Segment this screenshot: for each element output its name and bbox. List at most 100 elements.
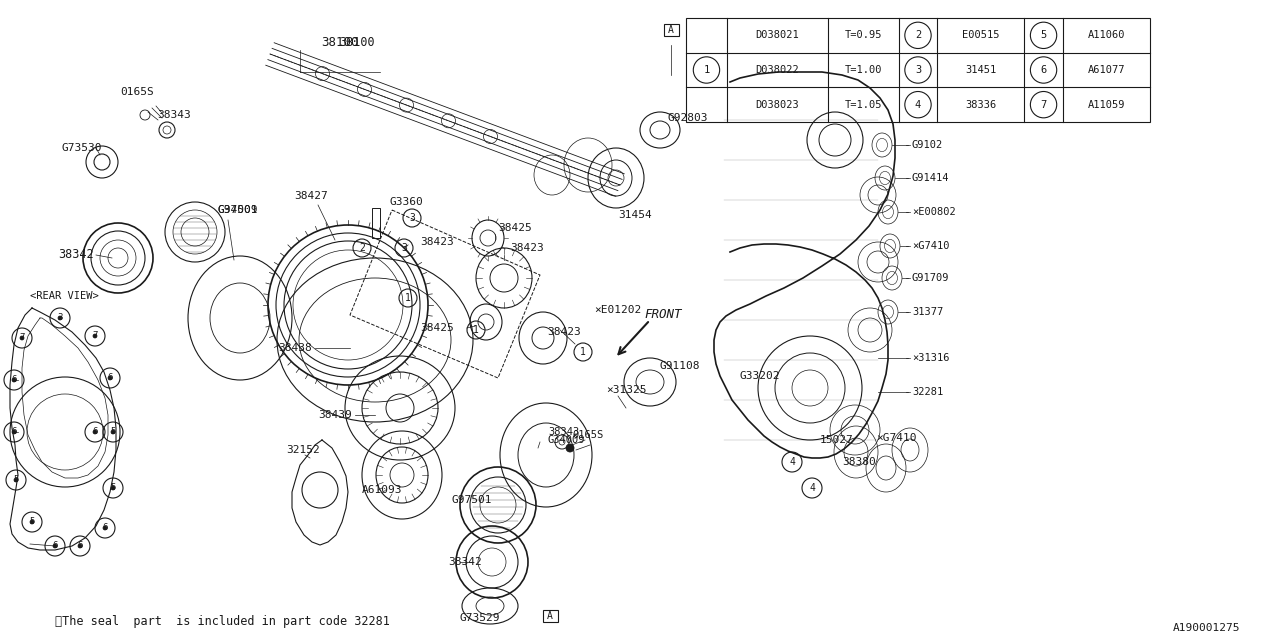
Text: 4: 4 <box>809 483 815 493</box>
Text: G9102: G9102 <box>911 140 943 150</box>
Circle shape <box>566 444 573 452</box>
Text: G91709: G91709 <box>911 273 950 283</box>
Text: A61077: A61077 <box>1088 65 1125 75</box>
Text: 38100: 38100 <box>321 35 358 49</box>
Circle shape <box>78 544 82 548</box>
Text: T=1.05: T=1.05 <box>845 100 882 109</box>
Bar <box>543 610 558 622</box>
Text: G73529: G73529 <box>460 613 500 623</box>
Text: 1: 1 <box>404 293 411 303</box>
Text: 31451: 31451 <box>965 65 996 75</box>
Circle shape <box>20 336 24 340</box>
Text: 38336: 38336 <box>965 100 996 109</box>
Text: 7: 7 <box>19 333 24 342</box>
Bar <box>372 208 380 238</box>
Text: 38343: 38343 <box>157 110 191 120</box>
Text: 3: 3 <box>58 314 63 323</box>
Text: G33202: G33202 <box>740 371 781 381</box>
Bar <box>686 18 1149 122</box>
Circle shape <box>93 334 97 338</box>
Text: 6: 6 <box>77 541 83 550</box>
Text: A11060: A11060 <box>1088 30 1125 40</box>
Text: 38427: 38427 <box>294 191 328 201</box>
Text: <REAR VIEW>: <REAR VIEW> <box>29 291 99 301</box>
Text: 4: 4 <box>915 100 922 109</box>
Text: 5: 5 <box>1041 30 1047 40</box>
Text: A11059: A11059 <box>1088 100 1125 109</box>
Text: G91414: G91414 <box>911 173 950 183</box>
Text: ×E00802: ×E00802 <box>911 207 956 217</box>
Bar <box>663 24 678 36</box>
Text: 3: 3 <box>410 213 415 223</box>
Text: 5: 5 <box>110 483 115 493</box>
Text: G97501: G97501 <box>452 495 493 505</box>
Text: 38423: 38423 <box>509 243 544 253</box>
Text: ×E01202: ×E01202 <box>594 305 641 315</box>
Text: 6: 6 <box>52 541 58 550</box>
Circle shape <box>93 430 97 434</box>
Text: 2: 2 <box>915 30 922 40</box>
Text: 31454: 31454 <box>618 210 652 220</box>
Text: 38423: 38423 <box>420 237 453 247</box>
Text: A: A <box>547 611 553 621</box>
Circle shape <box>102 526 108 530</box>
Circle shape <box>29 520 35 524</box>
Text: 3: 3 <box>915 65 922 75</box>
Text: ×31316: ×31316 <box>911 353 950 363</box>
Text: G97501: G97501 <box>218 205 257 215</box>
Text: 32152: 32152 <box>285 445 320 455</box>
Text: 38100: 38100 <box>339 35 375 49</box>
Text: G73530: G73530 <box>61 143 102 153</box>
Text: 5: 5 <box>29 518 35 527</box>
Text: D038023: D038023 <box>755 100 799 109</box>
Text: 1: 1 <box>703 65 709 75</box>
Text: G91108: G91108 <box>660 361 700 371</box>
Circle shape <box>12 378 15 382</box>
Text: A61093: A61093 <box>362 485 402 495</box>
Text: 6: 6 <box>12 376 17 385</box>
Text: A190001275: A190001275 <box>1172 623 1240 633</box>
Text: FRONT: FRONT <box>644 308 681 321</box>
Text: 15027: 15027 <box>820 435 854 445</box>
Text: 7: 7 <box>1041 100 1047 109</box>
Text: 31377: 31377 <box>911 307 943 317</box>
Text: 6: 6 <box>92 428 97 436</box>
Text: ×G7410: ×G7410 <box>876 433 916 443</box>
Text: 38439: 38439 <box>317 410 352 420</box>
Circle shape <box>12 430 15 434</box>
Text: 5: 5 <box>13 476 19 484</box>
Text: 0165S: 0165S <box>120 87 154 97</box>
Text: 6: 6 <box>108 374 113 383</box>
Text: A: A <box>668 25 675 35</box>
Text: G34009: G34009 <box>218 205 259 215</box>
Text: 38425: 38425 <box>420 323 453 333</box>
Text: G3360: G3360 <box>390 197 424 207</box>
Text: G92803: G92803 <box>667 113 708 123</box>
Text: G34009: G34009 <box>548 435 585 445</box>
Text: 2: 2 <box>360 243 365 253</box>
Text: 1: 1 <box>474 325 479 335</box>
Text: 0165S: 0165S <box>572 430 603 440</box>
Circle shape <box>14 478 18 482</box>
Text: E00515: E00515 <box>963 30 1000 40</box>
Text: 38343: 38343 <box>548 427 580 437</box>
Text: 6: 6 <box>12 428 17 436</box>
Text: 6: 6 <box>102 524 108 532</box>
Text: ×G7410: ×G7410 <box>911 241 950 251</box>
Circle shape <box>108 376 113 380</box>
Text: ※The seal  part  is included in part code 32281: ※The seal part is included in part code … <box>55 616 390 628</box>
Text: 5: 5 <box>110 428 115 436</box>
Text: 6: 6 <box>1041 65 1047 75</box>
Text: D038022: D038022 <box>755 65 799 75</box>
Text: 32281: 32281 <box>911 387 943 397</box>
Text: 38423: 38423 <box>547 327 581 337</box>
Circle shape <box>52 544 58 548</box>
Text: D038021: D038021 <box>755 30 799 40</box>
Text: 38342: 38342 <box>58 248 93 262</box>
Text: 4: 4 <box>788 457 795 467</box>
Circle shape <box>58 316 61 320</box>
Text: T=1.00: T=1.00 <box>845 65 882 75</box>
Circle shape <box>111 430 115 434</box>
Text: 38425: 38425 <box>498 223 531 233</box>
Circle shape <box>111 486 115 490</box>
